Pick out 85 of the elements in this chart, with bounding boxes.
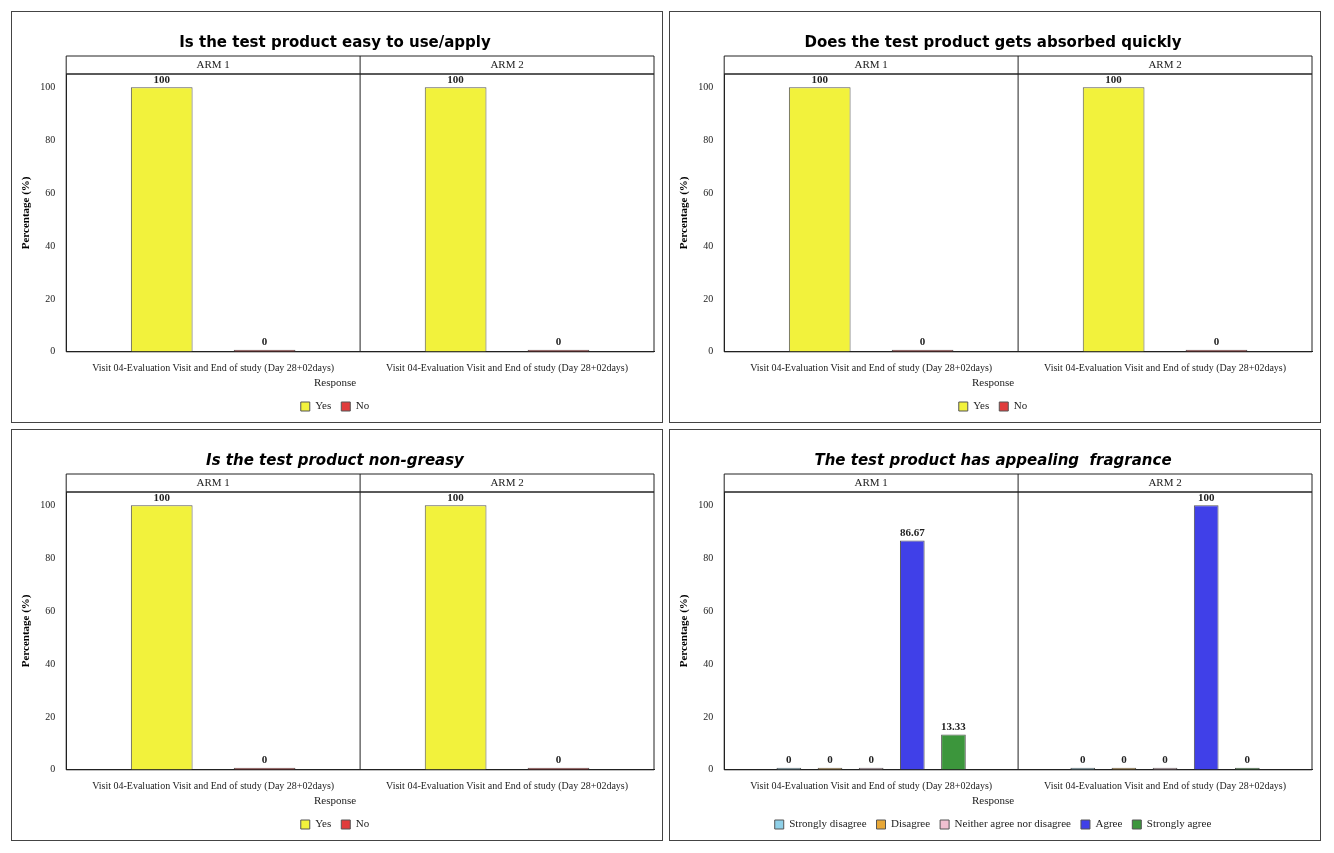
y-tick-label: 80 xyxy=(45,551,56,563)
data-label: 0 xyxy=(1244,753,1251,766)
data-label: 0 xyxy=(555,753,562,766)
data-label: 0 xyxy=(827,753,834,766)
text: ARM 1 xyxy=(854,475,888,488)
legend-label: Yes xyxy=(315,817,332,830)
chart-title: Is the test product non-greasy xyxy=(206,450,466,469)
data-label: 0 xyxy=(261,753,268,766)
legend-label: Neither agree nor disagree xyxy=(954,817,1072,830)
data-label: 13.33 xyxy=(941,719,967,732)
data-label: 0 xyxy=(1213,335,1220,348)
y-tick-label: 0 xyxy=(708,763,714,775)
y-tick-label: 20 xyxy=(45,292,56,304)
text: ARM 2 xyxy=(1148,57,1182,70)
y-tick-label: 0 xyxy=(50,345,56,357)
y-tick-label: 40 xyxy=(703,239,714,251)
data-label: 100 xyxy=(811,72,829,85)
legend-label: No xyxy=(355,399,370,412)
chart-title: Does the test product gets absorbed quickly xyxy=(804,32,1182,51)
y-tick-label: 100 xyxy=(40,498,56,510)
y-tick-label: 0 xyxy=(708,345,714,357)
text: ARM 2 xyxy=(490,475,524,488)
data-label: 0 xyxy=(1162,753,1169,766)
data-label: 100 xyxy=(447,72,465,85)
y-axis-title: Percentage (%) xyxy=(677,594,691,668)
text: ARM 1 xyxy=(854,57,888,70)
y-tick-label: 80 xyxy=(703,133,714,145)
y-tick-label: 80 xyxy=(703,551,714,563)
data-label: 100 xyxy=(1105,72,1123,85)
x-tick-label: Visit 04-Evaluation Visit and End of study (Day 28+02days) xyxy=(92,362,335,375)
x-tick-label: Visit 04-Evaluation Visit and End of study (Day 28+02days) xyxy=(1044,362,1287,375)
y-tick-label: 0 xyxy=(50,763,56,775)
chart-title: Is the test product easy to use/apply xyxy=(179,32,491,51)
y-axis-title: Percentage (%) xyxy=(19,176,33,250)
data-label: 100 xyxy=(153,72,171,85)
data-label: 0 xyxy=(1121,753,1128,766)
y-tick-label: 40 xyxy=(703,657,714,669)
y-tick-label: 100 xyxy=(40,80,56,92)
x-tick-label: Visit 04-Evaluation Visit and End of study (Day 28+02days) xyxy=(92,780,335,793)
data-label: 0 xyxy=(555,335,562,348)
y-tick-label: 60 xyxy=(703,186,714,198)
data-label: 100 xyxy=(1197,490,1215,503)
y-tick-label: 20 xyxy=(45,710,56,722)
y-tick-label: 60 xyxy=(45,186,56,198)
legend-title: Response xyxy=(313,376,357,389)
data-label: 0 xyxy=(868,753,875,766)
text: ARM 1 xyxy=(196,57,230,70)
y-tick-label: 100 xyxy=(698,80,714,92)
x-tick-label: Visit 04-Evaluation Visit and End of study (Day 28+02days) xyxy=(750,362,993,375)
text: ARM 1 xyxy=(196,475,230,488)
legend-label: No xyxy=(1013,399,1028,412)
legend-title: Response xyxy=(971,794,1015,807)
x-tick-label: Visit 04-Evaluation Visit and End of study (Day 28+02days) xyxy=(1044,780,1287,793)
data-label: 0 xyxy=(786,753,793,766)
legend-label: Yes xyxy=(315,399,332,412)
legend-label: No xyxy=(355,817,370,830)
y-tick-label: 20 xyxy=(703,292,714,304)
data-label: 0 xyxy=(1080,753,1087,766)
legend-label: Agree xyxy=(1095,817,1123,830)
chart-title: The test product has appealing fragrance xyxy=(814,450,1172,469)
x-tick-label: Visit 04-Evaluation Visit and End of study (Day 28+02days) xyxy=(386,780,629,793)
data-label: 0 xyxy=(919,335,926,348)
x-tick-label: Visit 04-Evaluation Visit and End of study (Day 28+02days) xyxy=(750,780,993,793)
y-tick-label: 40 xyxy=(45,239,56,251)
y-axis-title: Percentage (%) xyxy=(677,176,691,250)
x-tick-label: Visit 04-Evaluation Visit and End of study (Day 28+02days) xyxy=(386,362,629,375)
y-tick-label: 80 xyxy=(45,133,56,145)
data-label: 86.67 xyxy=(899,525,926,538)
legend-label: Strongly agree xyxy=(1146,817,1212,830)
legend-label: Strongly disagree xyxy=(789,817,867,830)
y-axis-title: Percentage (%) xyxy=(19,594,33,668)
legend-title: Response xyxy=(313,794,357,807)
y-tick-label: 40 xyxy=(45,657,56,669)
y-tick-label: 60 xyxy=(703,604,714,616)
y-tick-label: 100 xyxy=(698,498,714,510)
legend-label: Disagree xyxy=(891,817,931,830)
legend-title: Response xyxy=(971,376,1015,389)
y-tick-label: 60 xyxy=(45,604,56,616)
data-label: 0 xyxy=(261,335,268,348)
data-label: 100 xyxy=(153,490,171,503)
text: ARM 2 xyxy=(1148,475,1182,488)
data-label: 100 xyxy=(447,490,465,503)
legend-label: Yes xyxy=(973,399,990,412)
text: ARM 2 xyxy=(490,57,524,70)
y-tick-label: 20 xyxy=(703,710,714,722)
